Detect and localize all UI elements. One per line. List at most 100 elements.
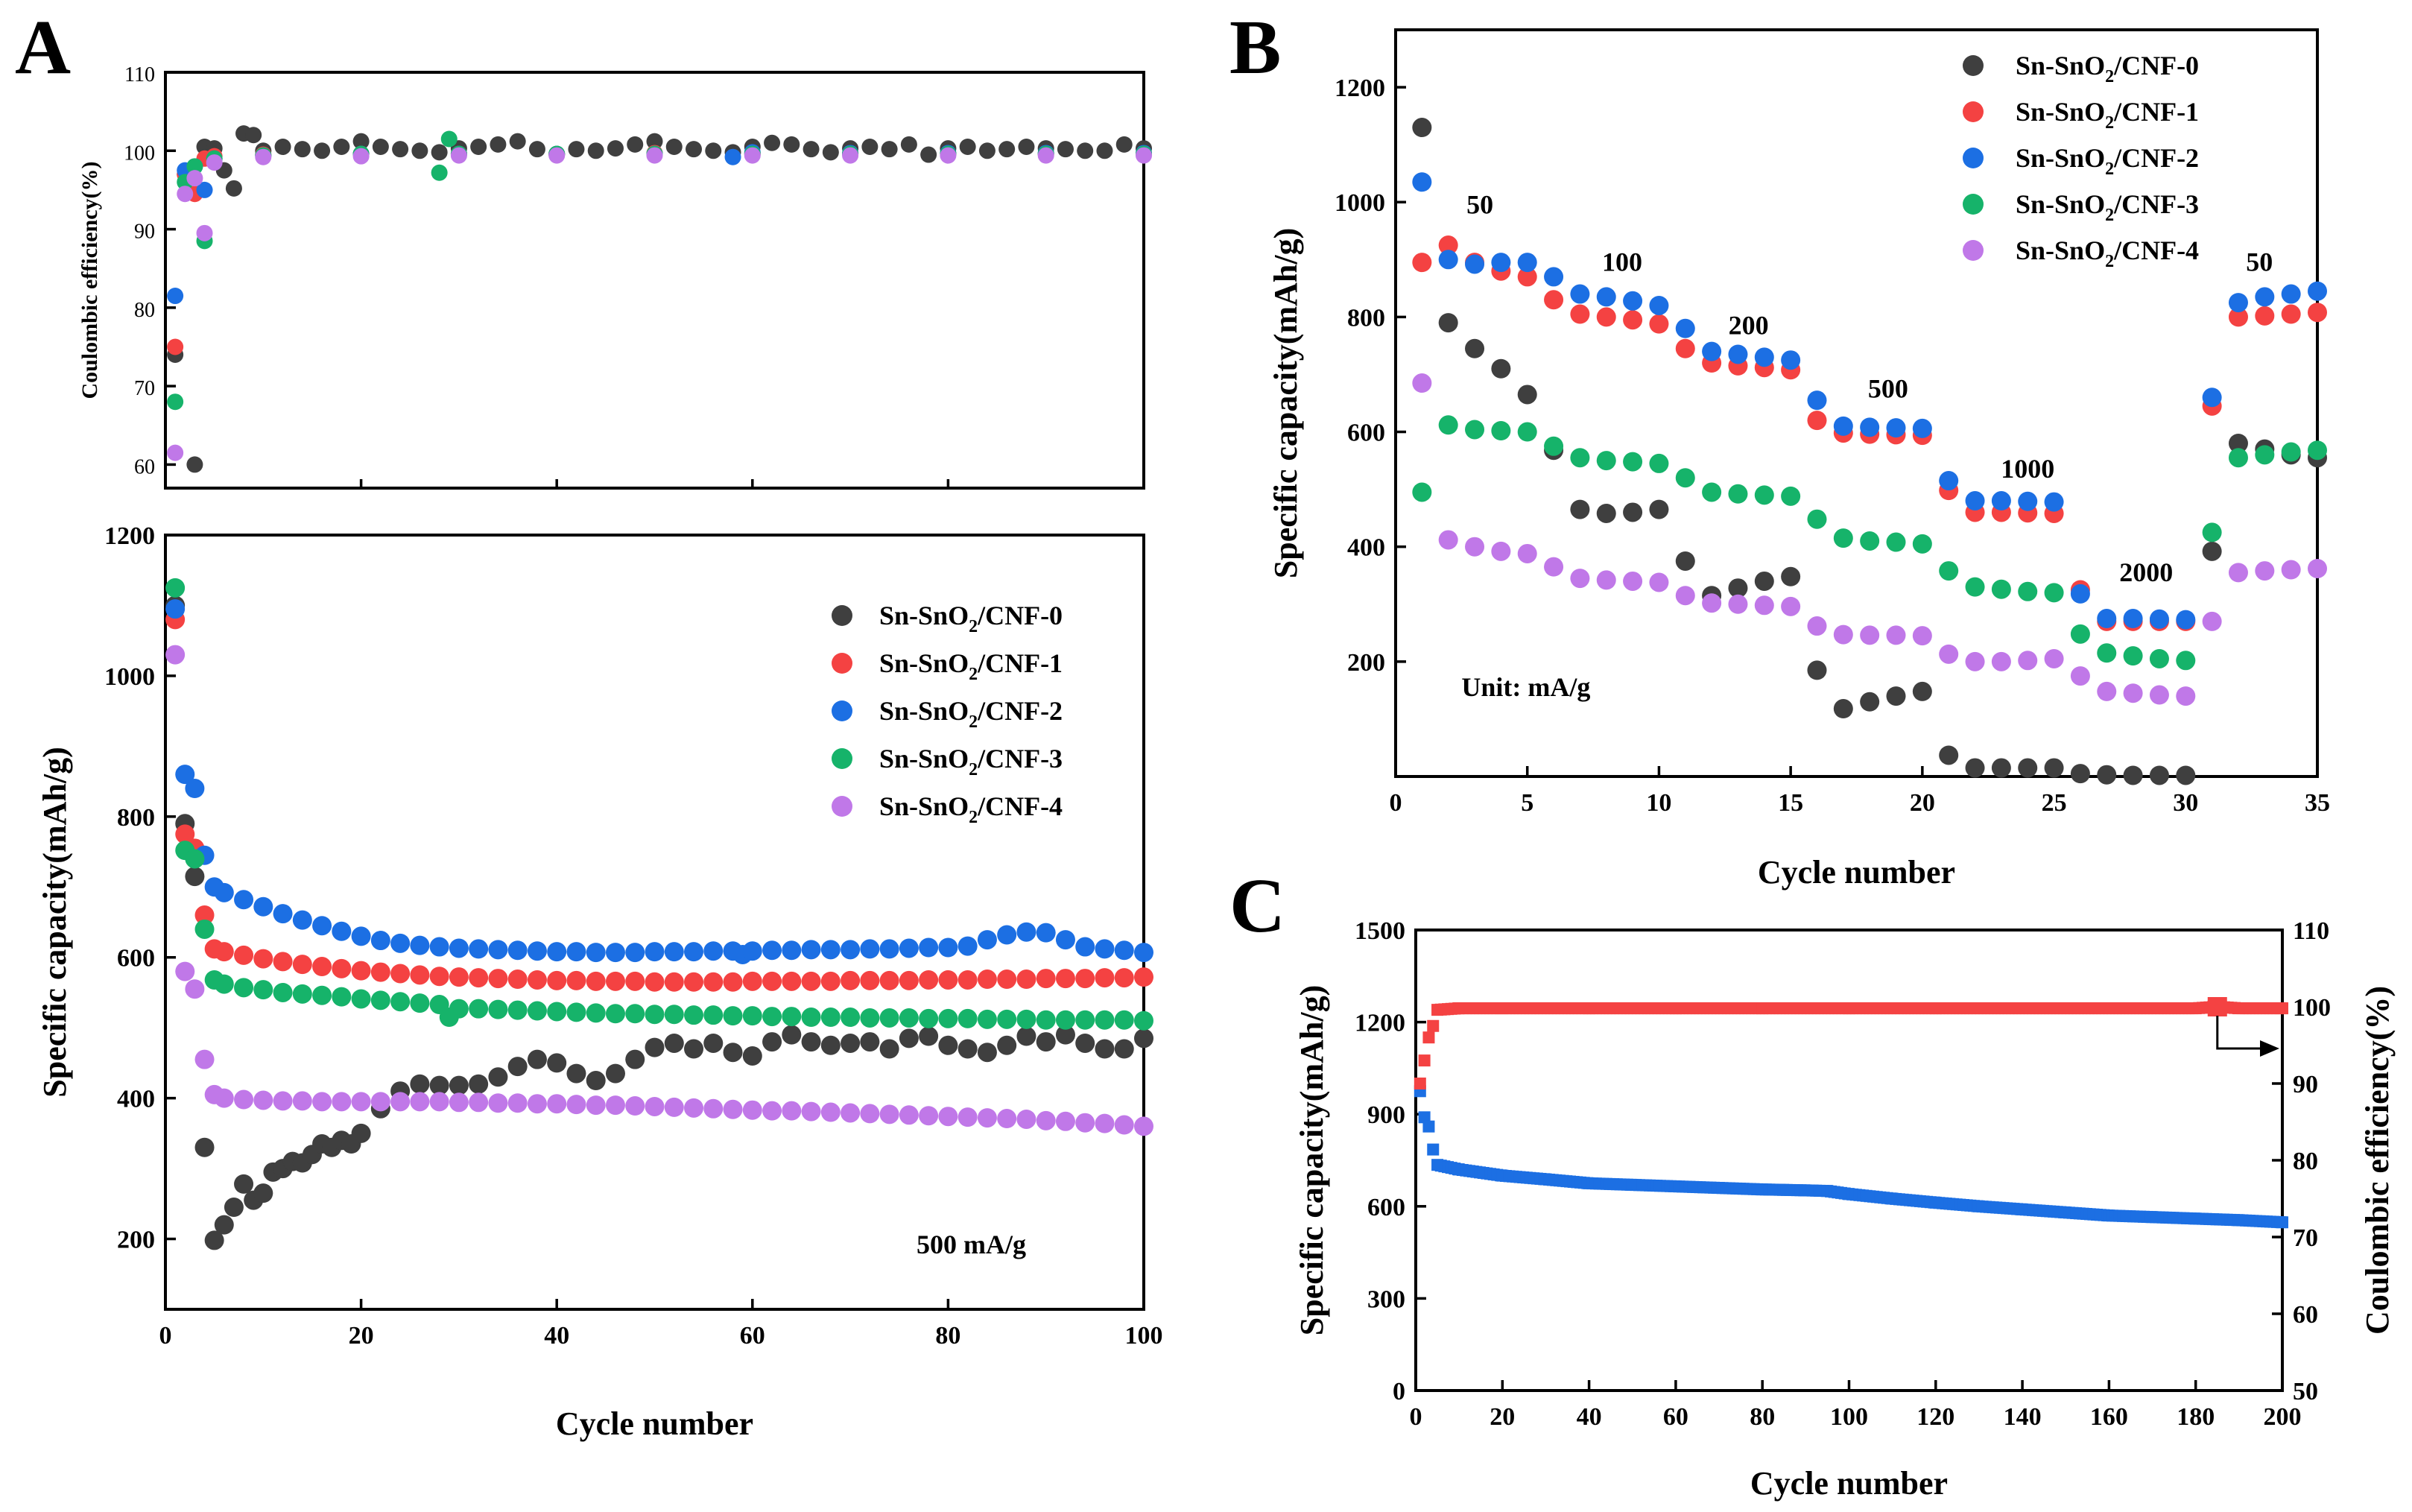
data-point xyxy=(842,147,859,164)
data-point xyxy=(469,968,489,988)
data-point xyxy=(488,969,508,989)
data-point xyxy=(1517,267,1537,287)
data-point xyxy=(1649,295,1669,315)
data-point xyxy=(2070,666,2090,686)
data-point xyxy=(165,599,186,619)
data-point xyxy=(509,133,526,150)
data-point xyxy=(1702,482,1722,502)
data-point xyxy=(1833,699,1853,719)
data-point xyxy=(625,1096,645,1116)
data-point xyxy=(2044,758,2064,778)
data-point xyxy=(1807,616,1827,636)
data-point xyxy=(607,140,624,157)
data-point xyxy=(2044,583,2064,603)
data-point xyxy=(469,1092,489,1113)
data-point xyxy=(625,1049,645,1069)
panel-label-c: C xyxy=(1229,863,1285,949)
data-point xyxy=(2281,560,2301,580)
data-point xyxy=(959,139,976,156)
rate-label: 500 xyxy=(1868,373,1908,403)
data-point xyxy=(186,158,203,175)
x-tick-label: 25 xyxy=(2042,789,2067,817)
data-point xyxy=(1465,338,1485,358)
data-point xyxy=(253,980,273,1000)
data-point xyxy=(2281,442,2301,462)
rate-label: 50 xyxy=(2246,247,2273,277)
data-point xyxy=(2202,541,2222,561)
data-point xyxy=(879,939,899,959)
unit-note: Unit: mA/g xyxy=(1461,672,1590,702)
y-axis-title: Specific capacity(mAh/g) xyxy=(1267,228,1304,578)
data-point xyxy=(820,1102,841,1122)
data-point xyxy=(273,952,293,972)
y-tick-label: 80 xyxy=(2293,1148,2318,1175)
data-point xyxy=(2202,611,2222,631)
data-point xyxy=(2097,643,2117,663)
data-point xyxy=(431,164,448,181)
data-point xyxy=(507,1000,528,1020)
data-point xyxy=(1649,314,1669,334)
data-point xyxy=(1781,596,1801,616)
data-point xyxy=(705,142,722,159)
x-tick-label: 0 xyxy=(1390,789,1402,817)
data-point xyxy=(351,1092,371,1112)
y-tick-label: 1000 xyxy=(104,663,155,691)
data-point xyxy=(782,940,802,961)
y-tick-label: 1500 xyxy=(1355,917,1405,945)
data-point xyxy=(2149,685,2169,705)
data-point xyxy=(1422,1120,1435,1133)
data-point xyxy=(292,984,312,1004)
data-point xyxy=(762,1101,782,1121)
data-point xyxy=(2097,609,2117,629)
plot-frame-a-top xyxy=(164,71,1145,490)
data-point xyxy=(822,144,839,161)
data-point xyxy=(1702,593,1722,613)
data-point xyxy=(469,939,489,959)
x-tick-label: 5 xyxy=(1521,789,1533,817)
data-point xyxy=(214,1088,234,1108)
y-axis-title: Coulombic efficiency(%) xyxy=(77,161,102,399)
data-point xyxy=(801,940,821,960)
data-point xyxy=(1596,307,1616,327)
data-point xyxy=(1781,350,1801,370)
data-point xyxy=(1427,1019,1440,1032)
data-point xyxy=(370,931,390,951)
data-point xyxy=(801,1032,821,1052)
data-point xyxy=(625,1004,645,1024)
data-point xyxy=(1807,660,1827,680)
data-point xyxy=(1412,172,1432,192)
y-tick-label: 900 xyxy=(1367,1101,1405,1129)
data-point xyxy=(957,936,978,956)
y-tick-label: 1200 xyxy=(1355,1010,1405,1037)
data-point xyxy=(586,1071,606,1091)
data-point xyxy=(2281,284,2301,304)
data-point xyxy=(1754,347,1774,367)
data-point xyxy=(1570,569,1590,589)
data-point xyxy=(860,1008,880,1028)
data-point xyxy=(234,890,254,910)
data-point xyxy=(1016,1009,1036,1029)
x-tick-label: 20 xyxy=(349,1322,374,1350)
data-point xyxy=(1136,147,1152,164)
data-point xyxy=(742,1046,762,1066)
panel-label-b: B xyxy=(1229,4,1281,90)
chart-coulombic-efficiency-a: 60 70 80 90 100 110 Coulombic efficiency(%) xyxy=(77,63,1152,490)
data-point xyxy=(762,971,782,991)
data-point xyxy=(860,1032,880,1052)
data-point xyxy=(1912,681,1932,701)
data-point xyxy=(977,930,997,950)
data-point xyxy=(488,940,508,960)
data-point xyxy=(2228,307,2248,327)
data-point xyxy=(547,942,567,962)
legend: Sn-SnO2/CNF-0 Sn-SnO2/CNF-1 Sn-SnO2/CNF-2 S… xyxy=(1963,51,2199,271)
data-point xyxy=(957,969,978,990)
data-point xyxy=(919,1008,939,1028)
legend-label: Sn-SnO2/CNF-2 xyxy=(2016,143,2199,179)
data-point xyxy=(1781,566,1801,586)
data-point xyxy=(1728,594,1748,614)
data-point xyxy=(351,926,371,946)
data-point xyxy=(1860,531,1880,551)
legend-marker xyxy=(832,796,852,817)
data-point xyxy=(605,1004,625,1024)
data-point xyxy=(225,180,242,197)
